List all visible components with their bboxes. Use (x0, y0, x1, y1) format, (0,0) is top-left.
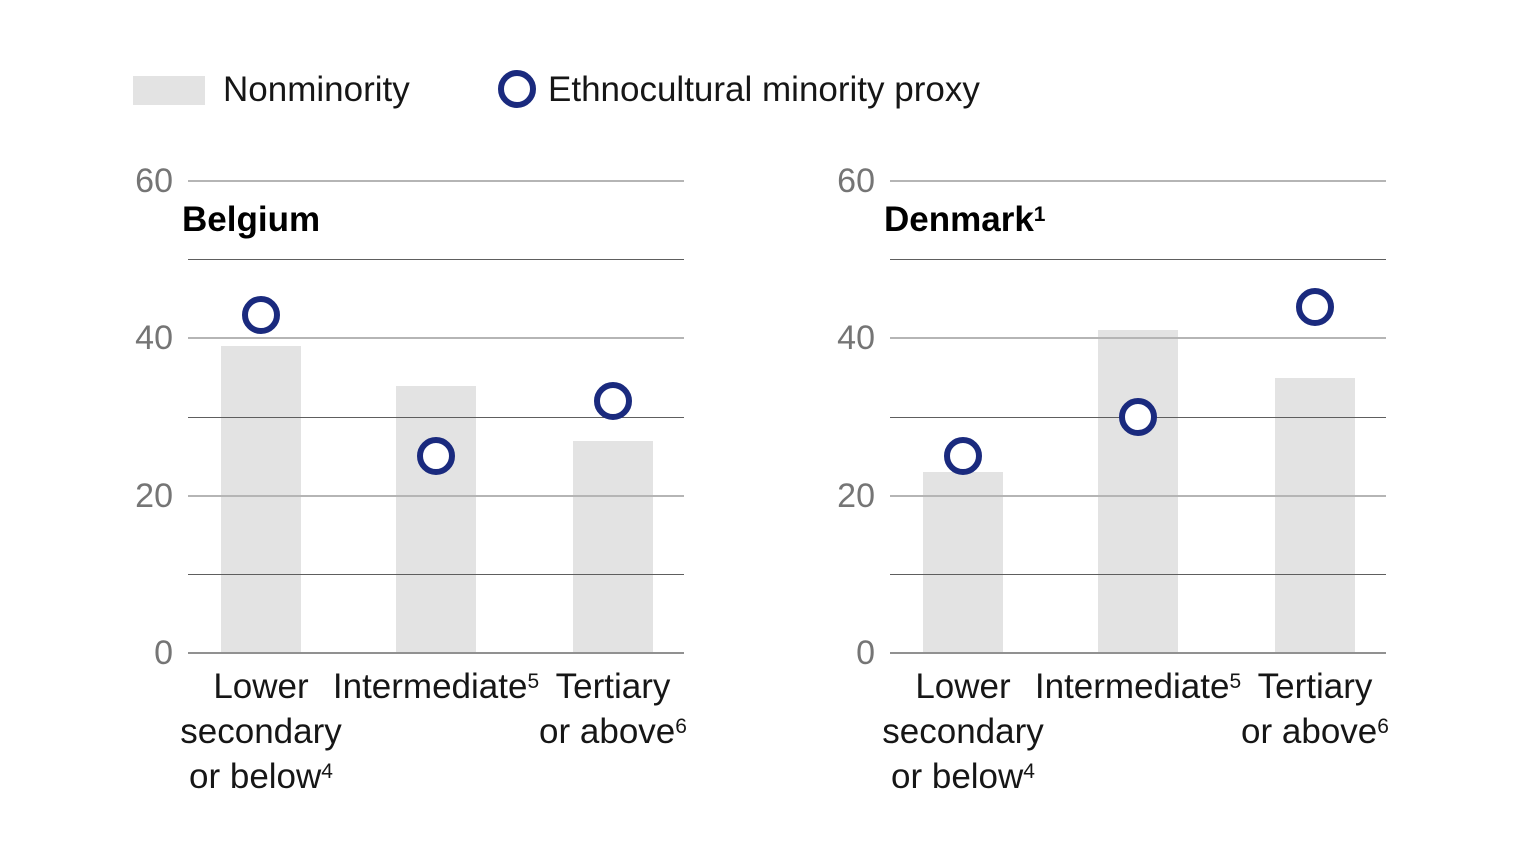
category-label: Tertiary or above6 (1241, 667, 1389, 751)
gridline-10 (188, 573, 684, 575)
panel-title-belgium: Belgium (182, 200, 321, 239)
bar-nonminority (221, 346, 301, 653)
x-axis-line (890, 652, 1386, 654)
circle-minority-proxy (417, 437, 455, 476)
y-axis-label-0: 0 (154, 634, 173, 672)
category-label: Intermediate5 (332, 667, 540, 706)
y-axis-label-60: 60 (837, 162, 875, 200)
bar-nonminority (1098, 330, 1178, 653)
bar-nonminority (396, 385, 476, 653)
gridline-20 (890, 494, 1386, 497)
bar-nonminority (923, 472, 1003, 653)
category-label: Lower secondary or below4 (882, 667, 1044, 796)
circle-minority-proxy (1296, 287, 1334, 326)
gridline-40 (890, 337, 1386, 340)
panel-title-denmark: Denmark1 (884, 200, 1046, 239)
y-axis-label-60: 60 (135, 162, 173, 200)
gridline-20 (188, 494, 684, 497)
legend-label-minority-proxy: Ethnocultural minority proxy (548, 70, 980, 109)
gridline-60 (890, 180, 1386, 182)
category-label: Lower secondary or below4 (180, 667, 342, 796)
gridline-30 (188, 416, 684, 418)
circle-minority-proxy (944, 437, 982, 476)
y-axis-label-20: 20 (837, 476, 875, 515)
category-label: Intermediate5 (1034, 667, 1242, 706)
y-axis-label-40: 40 (837, 319, 875, 358)
y-axis-label-20: 20 (135, 476, 173, 515)
legend-label-nonminority: Nonminority (223, 70, 410, 109)
circle-minority-proxy (1119, 398, 1157, 436)
gridline-60 (188, 180, 684, 182)
x-axis-line (188, 652, 684, 654)
category-label: Tertiary or above6 (539, 667, 687, 751)
circle-minority-proxy (242, 295, 280, 334)
gridline-10 (890, 573, 1386, 575)
legend-circle-marker-icon (498, 70, 536, 108)
gridline-50 (188, 259, 684, 261)
circle-minority-proxy (594, 382, 632, 421)
legend-bar-swatch-icon (133, 76, 205, 105)
y-axis-label-40: 40 (135, 319, 173, 358)
gridline-40 (188, 337, 684, 340)
y-axis-label-0: 0 (856, 634, 875, 672)
gridline-50 (890, 259, 1386, 261)
bar-nonminority (1275, 377, 1355, 653)
bar-nonminority (573, 440, 653, 653)
